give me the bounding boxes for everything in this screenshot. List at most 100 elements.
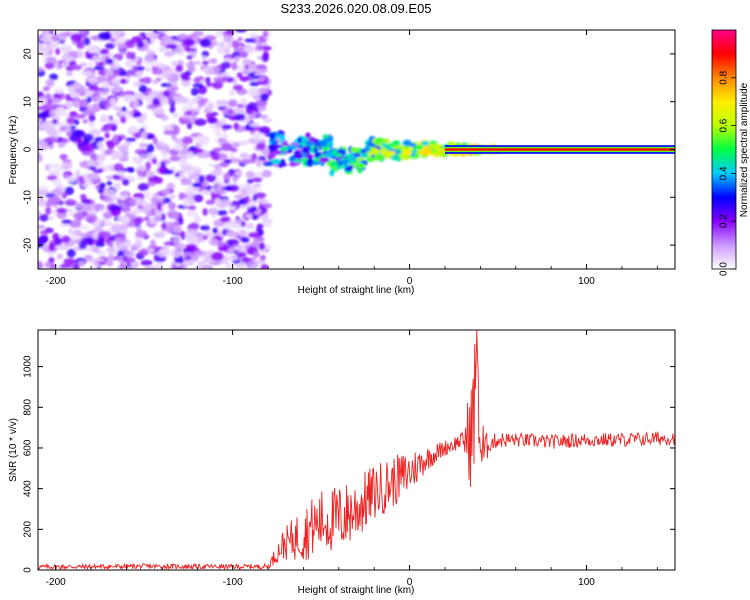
heatmap-cell	[361, 152, 369, 158]
heatmap-cell	[186, 169, 194, 175]
heatmap-cell	[127, 111, 134, 115]
heatmap-cell	[115, 37, 127, 44]
heatmap-cell	[213, 167, 223, 177]
heatmap-cell	[64, 186, 75, 196]
heatmap-cell	[116, 198, 123, 204]
heatmap-cell	[239, 51, 248, 59]
heatmap-cell	[38, 66, 44, 72]
heatmap-cell	[150, 91, 161, 96]
heatmap-cell	[248, 63, 258, 72]
heatmap-cell	[77, 260, 86, 267]
heatmap-cell	[408, 146, 413, 151]
heatmap-cell	[88, 86, 100, 92]
heatmap-cell	[146, 143, 155, 153]
heatmap-cell	[70, 33, 82, 42]
heatmap-cell	[105, 68, 114, 77]
y-tick-label: -20	[23, 237, 34, 252]
heatmap-cell	[182, 136, 194, 145]
heatmap-cell	[141, 112, 148, 121]
heatmap-cell	[239, 204, 249, 210]
heatmap-cell	[81, 232, 93, 238]
heatmap-cell	[98, 231, 111, 239]
heatmap-cell	[117, 265, 125, 269]
y-tick-label: 400	[23, 480, 34, 497]
heatmap-cell	[174, 258, 185, 264]
heatmap-cell	[322, 134, 329, 139]
heatmap-cell	[52, 118, 58, 125]
heatmap-cell	[147, 248, 155, 253]
heatmap-cell	[248, 139, 261, 144]
heatmap-cell	[239, 97, 247, 104]
heatmap-cell	[152, 192, 158, 202]
heatmap-cell	[88, 246, 95, 252]
heatmap-cell	[237, 140, 249, 146]
heatmap-cell	[139, 154, 147, 160]
heatmap-cell	[38, 235, 48, 244]
heatmap-cell	[145, 134, 155, 140]
heatmap-cell	[80, 224, 89, 231]
heatmap-cell	[38, 97, 48, 105]
heatmap-cell	[408, 142, 417, 148]
heatmap-cell	[420, 149, 430, 156]
heatmap-cell	[115, 170, 126, 176]
heatmap-cell	[145, 66, 152, 73]
heatmap-cell	[134, 71, 144, 76]
heatmap-cell	[156, 30, 170, 33]
heatmap-cell	[236, 72, 243, 79]
heatmap-cell	[184, 255, 192, 262]
heatmap-cell	[288, 144, 298, 150]
heatmap-cell	[155, 143, 163, 150]
heatmap-cell	[98, 32, 111, 41]
heatmap-cell	[103, 211, 113, 220]
heatmap-cell	[49, 195, 61, 204]
heatmap-cell	[72, 82, 81, 90]
heatmap-cell	[119, 223, 129, 231]
heatmap-cell	[43, 30, 50, 37]
heatmap-cell	[237, 36, 243, 42]
heatmap-cell	[226, 239, 239, 244]
heatmap-cell	[175, 64, 184, 73]
heatmap-cell	[225, 262, 233, 269]
heatmap-cell	[235, 30, 247, 33]
x-tick-label: 0	[407, 577, 413, 588]
heatmap-cell	[182, 115, 190, 120]
heatmap-cell	[94, 96, 107, 102]
heatmap-cell	[126, 51, 133, 60]
colorbar-frame	[711, 29, 737, 270]
heatmap-cell	[205, 231, 213, 238]
heatmap-cell	[42, 102, 54, 110]
snr-x-ticks: -200 -100 0 100	[46, 330, 658, 588]
heatmap-cell	[281, 140, 289, 148]
heatmap-cell	[136, 40, 145, 49]
heatmap-cell	[163, 129, 175, 136]
heatmap-cell	[382, 143, 387, 148]
heatmap-cell	[144, 265, 157, 269]
heatmap-cell	[146, 152, 154, 161]
heatmap-cell	[100, 127, 111, 132]
heatmap-cell	[87, 77, 98, 83]
heatmap-cell	[217, 241, 225, 247]
heatmap-cell	[123, 39, 136, 49]
heatmap-cell	[219, 217, 230, 222]
heatmap-cell	[133, 111, 143, 118]
heatmap-cell	[258, 199, 270, 204]
heatmap-cell	[134, 240, 143, 249]
heatmap-cell	[86, 215, 97, 223]
heatmap-cell	[111, 208, 121, 217]
heatmap-cell	[106, 246, 119, 255]
heatmap-cell	[74, 229, 82, 236]
heatmap-cell	[186, 151, 195, 159]
heatmap-cell	[221, 124, 233, 130]
heatmap-cell	[207, 207, 219, 215]
heatmap-cell	[46, 56, 57, 64]
heatmap-cell	[192, 182, 202, 188]
heatmap-cell	[261, 54, 269, 63]
heatmap-cell	[83, 254, 93, 261]
heatmap-cell	[48, 242, 55, 252]
heatmap-cell	[246, 187, 257, 196]
heatmap-cell	[210, 187, 216, 193]
heatmap-cell	[186, 55, 193, 60]
heatmap-cell	[167, 222, 176, 228]
heatmap-cell	[214, 163, 221, 170]
